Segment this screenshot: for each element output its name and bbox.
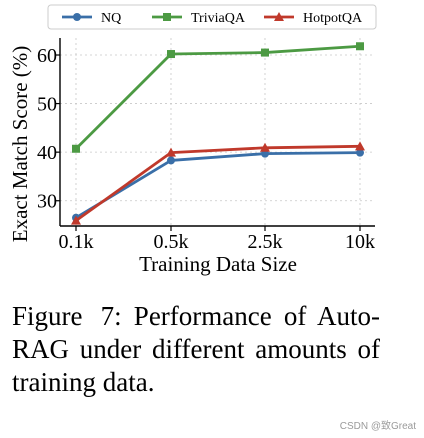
- x-axis-label: Training Data Size: [139, 252, 297, 276]
- nq-point: [167, 156, 175, 165]
- y-tick-label: 60: [37, 45, 57, 67]
- series-layer: [71, 42, 365, 225]
- legend-box: [47, 4, 377, 30]
- y-tick-label: 50: [37, 94, 57, 116]
- y-tick-label: 30: [37, 191, 57, 213]
- triviaqa-line: [75, 44, 361, 150]
- triviaqa-point: [72, 144, 80, 153]
- watermark: CSDN @致Great: [339, 421, 416, 432]
- nq-point: [356, 148, 364, 157]
- x-tick-label: 10k: [345, 231, 375, 253]
- nq-line: [75, 151, 361, 219]
- legend: NQ TriviaQA HotpotQA: [47, 4, 377, 30]
- x-tick-label: 0.5k: [154, 231, 189, 253]
- nq-legend-marker: [73, 13, 81, 21]
- y-axis-label: Exact Match Score (%): [8, 46, 32, 243]
- caption-label: Figure 7:: [12, 301, 122, 331]
- hotpotqa-legend-label: HotpotQA: [303, 11, 363, 26]
- hotpotqa-point: [260, 142, 270, 152]
- x-tick-label: 2.5k: [248, 231, 283, 253]
- grid: [60, 38, 375, 226]
- hotpotqa-point: [71, 215, 81, 225]
- line-chart: 30 40 50 60 0.1k 0.5k 2.5k 10k NQ TriviaQA Hotpot…: [8, 4, 377, 276]
- triviaqa-point: [356, 42, 364, 51]
- hotpotqa-line: [75, 144, 361, 222]
- triviaqa-point: [261, 48, 269, 57]
- x-tick-label: 0.1k: [59, 231, 94, 253]
- nq-legend-label: NQ: [101, 11, 121, 26]
- hotpotqa-point: [355, 141, 365, 151]
- figure-caption: Figure 7: Performance of Auto-RAG under …: [12, 300, 380, 399]
- y-tick-label: 40: [37, 142, 57, 164]
- hotpotqa-legend-marker: [274, 12, 284, 21]
- triviaqa-legend-label: TriviaQA: [191, 11, 246, 26]
- triviaqa-point: [167, 50, 175, 59]
- caption-text: Performance of Auto-RAG under different …: [12, 301, 381, 397]
- hotpotqa-point: [166, 147, 176, 157]
- axes: 30 40 50 60 0.1k 0.5k 2.5k 10k: [37, 38, 375, 253]
- triviaqa-legend-marker: [163, 13, 171, 21]
